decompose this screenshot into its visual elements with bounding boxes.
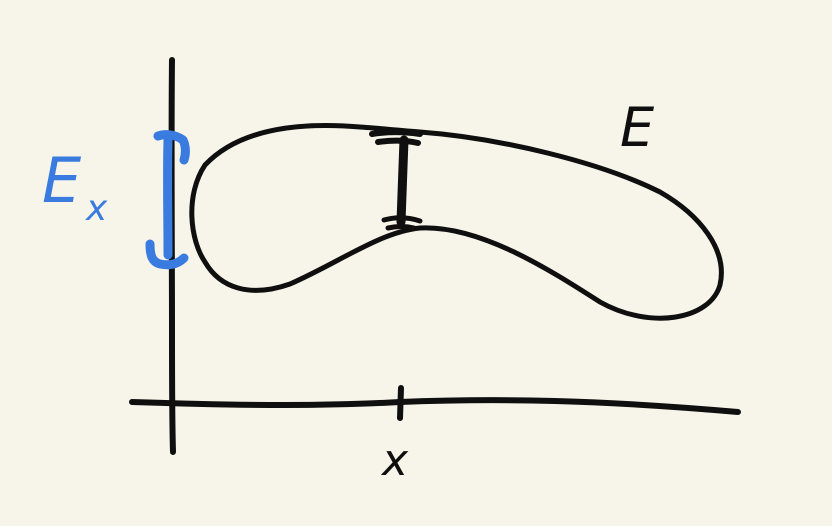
fiber-top-cap [369,129,423,146]
x-axis [129,397,741,415]
section-label-base: E [42,144,82,217]
region-e-outline [189,122,724,321]
section-label-subscript: x [85,188,108,229]
fiber-bottom-cap [381,215,423,231]
x-axis-label: x [380,435,409,486]
set-label: E [620,96,655,159]
x-tick [397,385,404,421]
section-bracket [145,130,190,270]
fiber-segment [396,135,409,227]
